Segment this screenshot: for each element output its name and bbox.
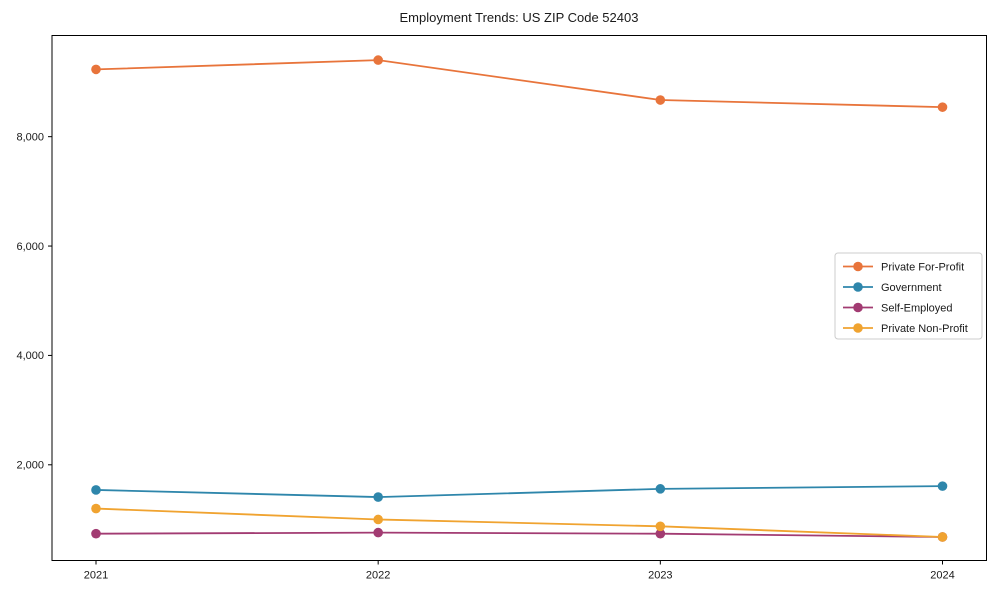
data-point-private-for-profit-2022: [373, 55, 383, 65]
legend-marker-dot: [853, 302, 863, 313]
series-line-government: [95, 485, 943, 498]
legend-entry-private-non-profit: Private Non-Profit: [843, 323, 968, 335]
data-point-private-non-profit-2021: [91, 503, 101, 514]
data-point-government-2023: [655, 484, 666, 494]
legend-entry-government: Government: [843, 282, 942, 294]
legend-label: Self-Employed: [881, 303, 953, 315]
data-point-government-2021: [91, 485, 101, 495]
y-axis-tick-label: 4,000: [16, 350, 44, 362]
legend-label: Private Non-Profit: [881, 323, 968, 335]
series-line-private-for-profit: [95, 59, 943, 109]
data-point-self-employed-2021: [91, 528, 101, 539]
data-point-private-for-profit-2021: [91, 64, 101, 75]
data-point-private-non-profit-2024: [937, 532, 948, 542]
chart-title: Employment Trends: US ZIP Code 52403: [399, 10, 639, 25]
x-axis-tick-label: 2022: [366, 570, 390, 582]
data-point-government-2024: [937, 481, 948, 491]
data-point-private-for-profit-2023: [655, 95, 666, 105]
legend-label: Government: [881, 282, 942, 294]
series-line-private-non-profit: [95, 507, 943, 538]
series-line-self-employed: [95, 531, 943, 538]
data-point-government-2022: [373, 492, 383, 502]
legend-marker-dot: [853, 323, 863, 333]
series-private-for-profit: [91, 55, 948, 112]
data-point-self-employed-2022: [373, 527, 383, 538]
data-point-private-non-profit-2022: [373, 514, 383, 525]
legend-label: Private For-Profit: [881, 262, 964, 274]
y-axis-tick-label: 2,000: [16, 460, 44, 472]
legend-marker-dot: [853, 261, 863, 272]
series-government: [91, 481, 948, 502]
y-axis-tick-label: 8,000: [16, 131, 44, 143]
x-axis-tick-label: 2023: [648, 570, 672, 582]
plot-frame: [51, 35, 987, 561]
x-axis-tick-label: 2021: [84, 570, 108, 582]
series-self-employed: [91, 527, 948, 542]
series-private-non-profit: [91, 503, 948, 542]
x-axis-tick-label: 2024: [930, 570, 954, 582]
y-axis-tick-label: 6,000: [16, 241, 44, 253]
legend-entry-self-employed: Self-Employed: [843, 303, 953, 315]
legend-marker-dot: [853, 282, 863, 292]
data-point-self-employed-2023: [655, 528, 666, 539]
data-point-private-non-profit-2023: [655, 521, 666, 532]
legend-entry-private-for-profit: Private For-Profit: [843, 262, 964, 274]
legend-box: [834, 252, 983, 340]
data-point-private-for-profit-2024: [937, 102, 948, 112]
legend: Private For-Profit Government Self-Employe…: [834, 252, 983, 340]
